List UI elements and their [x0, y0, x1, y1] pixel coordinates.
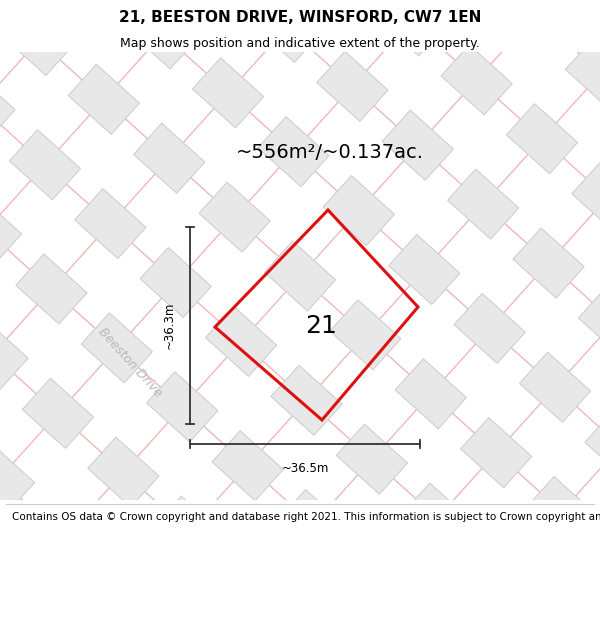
Polygon shape [258, 117, 329, 187]
Polygon shape [0, 444, 35, 514]
Polygon shape [578, 287, 600, 357]
Polygon shape [389, 234, 460, 304]
Polygon shape [88, 437, 159, 508]
Text: 21, BEESTON DRIVE, WINSFORD, CW7 1EN: 21, BEESTON DRIVE, WINSFORD, CW7 1EN [119, 11, 481, 26]
Text: Contains OS data © Crown copyright and database right 2021. This information is : Contains OS data © Crown copyright and d… [12, 512, 600, 522]
Polygon shape [376, 0, 447, 56]
Polygon shape [402, 483, 473, 553]
Polygon shape [572, 162, 600, 232]
Polygon shape [395, 359, 466, 429]
Polygon shape [16, 254, 87, 324]
Polygon shape [127, 0, 198, 69]
Polygon shape [454, 293, 525, 363]
Text: Map shows position and indicative extent of the property.: Map shows position and indicative extent… [120, 38, 480, 51]
Text: ~36.5m: ~36.5m [281, 462, 329, 475]
Polygon shape [513, 228, 584, 298]
Polygon shape [29, 503, 100, 572]
Polygon shape [199, 182, 270, 252]
Polygon shape [520, 352, 590, 422]
Polygon shape [140, 248, 211, 318]
Polygon shape [500, 0, 571, 49]
Polygon shape [10, 130, 80, 200]
Text: ~556m²/~0.137ac.: ~556m²/~0.137ac. [236, 142, 424, 161]
Polygon shape [448, 169, 519, 239]
Polygon shape [146, 372, 218, 442]
Polygon shape [506, 104, 578, 174]
Polygon shape [68, 64, 139, 134]
Text: ~36.3m: ~36.3m [163, 302, 176, 349]
Polygon shape [0, 71, 15, 141]
Polygon shape [526, 476, 597, 546]
Polygon shape [206, 306, 277, 376]
Polygon shape [277, 489, 349, 559]
Polygon shape [251, 0, 323, 62]
Polygon shape [153, 496, 224, 566]
Polygon shape [382, 110, 454, 180]
Polygon shape [317, 51, 388, 121]
Polygon shape [441, 45, 512, 115]
Polygon shape [0, 195, 22, 265]
Polygon shape [75, 189, 146, 259]
Polygon shape [565, 38, 600, 108]
Polygon shape [323, 176, 394, 246]
Polygon shape [193, 58, 263, 128]
Text: 21: 21 [305, 314, 337, 338]
Polygon shape [265, 241, 335, 311]
Polygon shape [337, 424, 407, 494]
Polygon shape [3, 6, 74, 76]
Text: Beeston Drive: Beeston Drive [95, 325, 164, 399]
Polygon shape [461, 418, 532, 488]
Polygon shape [134, 123, 205, 193]
Polygon shape [81, 313, 152, 383]
Polygon shape [0, 319, 28, 389]
Polygon shape [330, 300, 401, 370]
Polygon shape [22, 378, 94, 448]
Polygon shape [271, 365, 342, 435]
Polygon shape [585, 411, 600, 481]
Polygon shape [212, 431, 283, 501]
